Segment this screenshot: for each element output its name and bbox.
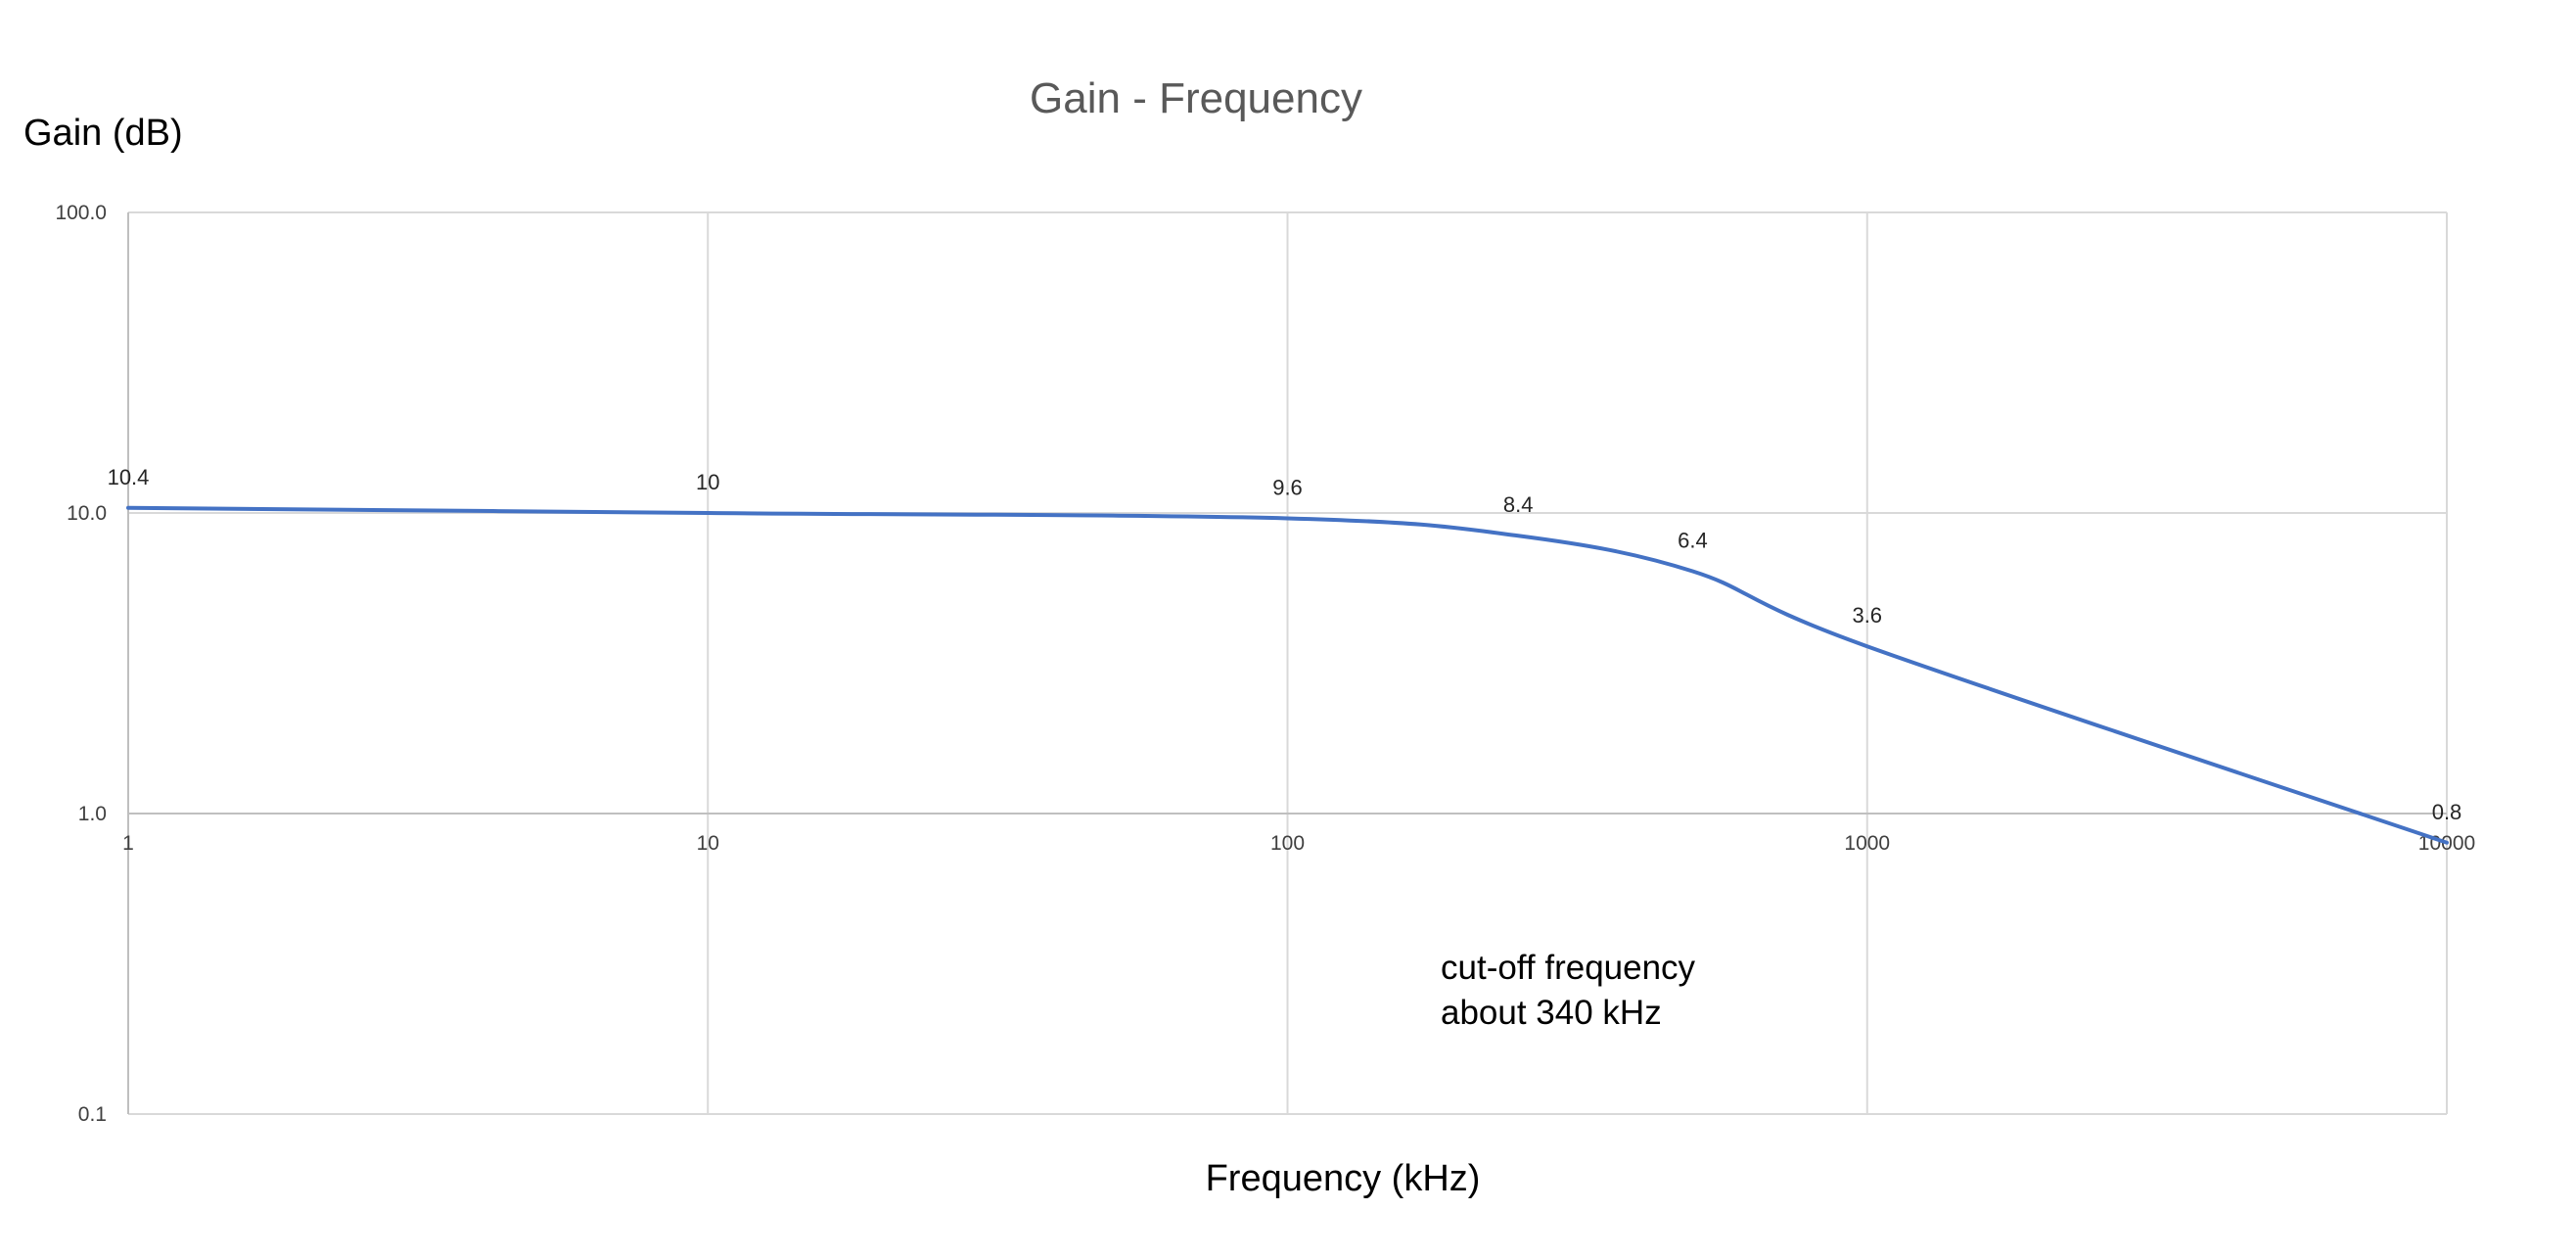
y-tick-label: 0.1 — [78, 1103, 107, 1126]
y-tick-label: 10.0 — [67, 502, 107, 525]
chart-title: Gain - Frequency — [1030, 74, 1362, 122]
x-axis-title: Frequency (kHz) — [1206, 1158, 1481, 1199]
data-label: 8.4 — [1503, 492, 1534, 517]
x-tick-label: 1 — [122, 832, 134, 855]
data-label: 0.8 — [2432, 800, 2462, 824]
y-tick-label: 100.0 — [55, 202, 107, 224]
tick-labels: 100.010.01.00.11 10 100 1000 10000 — [55, 202, 2475, 1126]
annotation-line-1: cut-off frequency — [1441, 949, 1696, 987]
data-labels: 10.4 10 9.6 8.4 6.4 3.6 0.8 — [108, 465, 2462, 824]
gridlines — [127, 211, 2448, 1115]
y-tick-label: 1.0 — [78, 803, 107, 825]
data-label: 9.6 — [1272, 475, 1303, 499]
y-axis-title: Gain (dB) — [23, 113, 183, 154]
data-label: 10.4 — [108, 465, 150, 489]
x-tick-label: 1000 — [1844, 832, 1890, 855]
x-tick-label: 100 — [1270, 832, 1305, 855]
data-label: 3.6 — [1852, 603, 1882, 628]
data-label: 6.4 — [1678, 529, 1708, 553]
x-tick-label: 10 — [697, 832, 719, 855]
annotation-line-2: about 340 kHz — [1441, 994, 1662, 1032]
axes — [127, 212, 2447, 1114]
data-label: 10 — [696, 470, 719, 494]
gain-series-line — [126, 505, 2449, 845]
series-lines — [126, 505, 2449, 845]
